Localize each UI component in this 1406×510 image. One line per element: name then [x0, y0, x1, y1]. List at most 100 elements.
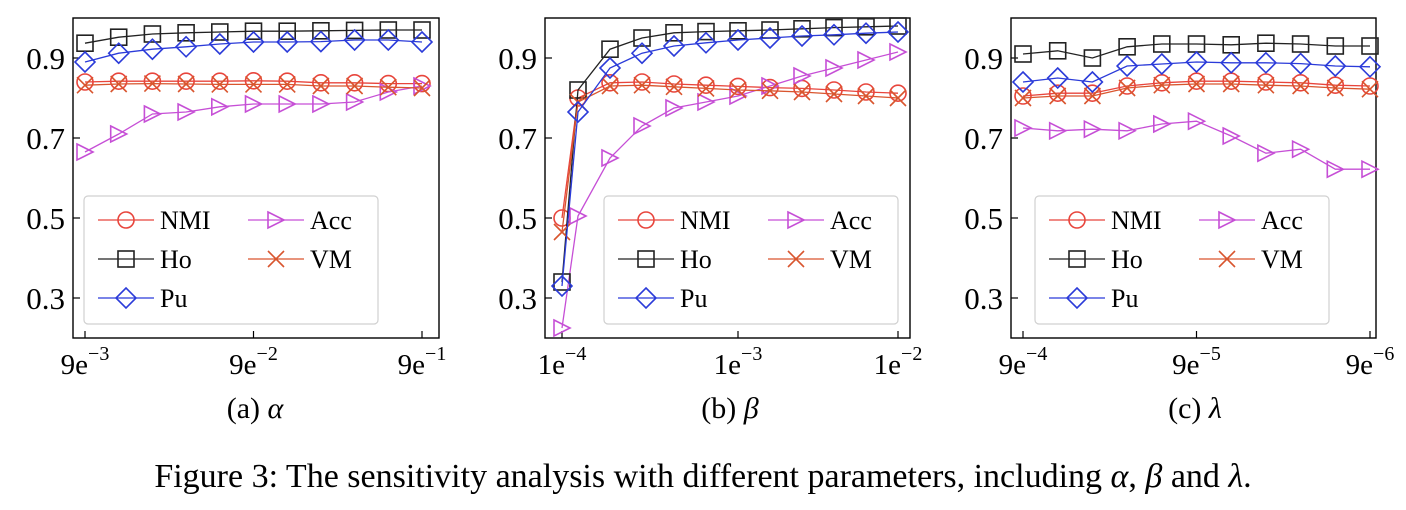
chart-b-point-ho	[569, 81, 587, 99]
chart-b-point-acc	[793, 66, 812, 86]
chart-a-xtick-label: 9e−2	[229, 343, 278, 381]
chart-b-point-vm	[697, 79, 715, 97]
chart-c-legend-label: Ho	[1111, 245, 1143, 274]
figure-caption-beta: β	[1145, 458, 1163, 495]
chart-b-point-vm	[825, 85, 843, 103]
chart-c-line-acc	[1022, 120, 1370, 170]
figure-caption-lambda: λ	[1228, 458, 1244, 495]
chart-b-point-ho	[889, 17, 907, 35]
chart-b-legend-marker	[787, 210, 806, 230]
chart-c-legend-entry-acc: Acc	[1199, 206, 1303, 235]
chart-a-point-acc	[109, 124, 129, 144]
chart-c-legend-marker	[1068, 250, 1086, 268]
chart-c-point-ho	[1048, 41, 1067, 60]
chart-b-legend-entry-nmi: NMI	[618, 206, 731, 235]
chart-c-point-vm	[1153, 76, 1171, 94]
chart-c-point-acc	[1361, 159, 1380, 179]
chart-a-point-ho	[278, 22, 297, 41]
chart-a-point-nmi	[312, 74, 330, 92]
chart-a-legend-marker	[117, 250, 135, 268]
chart-b-point-acc	[633, 116, 652, 136]
chart-c-legend-marker	[1065, 286, 1089, 310]
subplot-caption-b-symbol: β	[743, 392, 759, 425]
chart-a-point-ho	[109, 28, 128, 47]
subplot-caption-a-symbol: α	[267, 392, 284, 425]
chart-a-point-pu	[242, 30, 265, 54]
chart-a-point-pu	[410, 30, 434, 54]
chart-c-point-vm	[1187, 75, 1206, 93]
chart-c-point-nmi	[1257, 73, 1275, 91]
chart-c-point-vm	[1326, 79, 1344, 97]
chart-c-ytick-label: 0.7	[964, 121, 1003, 156]
chart-a-legend-entry-vm: VM	[248, 245, 352, 274]
chart-b-point-acc	[729, 86, 748, 106]
chart-b-point-vm	[729, 81, 747, 99]
chart-a-series-pu	[73, 28, 434, 74]
chart-a-point-pu	[276, 30, 299, 54]
chart-c-line-ho	[1022, 42, 1370, 59]
chart-b-point-acc	[569, 206, 588, 226]
chart-c-point-acc	[1048, 121, 1068, 141]
chart-c-xtick-label: 9e−6	[1346, 343, 1395, 381]
chart-b-xtick-label: 1e−4	[538, 343, 587, 381]
chart-c-point-acc	[1118, 121, 1137, 141]
chart-a-point-nmi	[143, 72, 162, 90]
chart-c-point-nmi	[1118, 77, 1136, 95]
chart-b-point-nmi	[889, 84, 907, 102]
chart-b-point-nmi	[697, 76, 715, 94]
chart-c-xtick-label: 9e−5	[1172, 343, 1221, 381]
chart-b-ytick-label: 0.7	[498, 121, 537, 156]
chart-c-point-pu	[1081, 70, 1104, 94]
chart-c-line-vm	[1022, 83, 1371, 99]
chart-c-point-vm	[1014, 89, 1032, 107]
chart-c-point-nmi	[1291, 74, 1310, 92]
chart-a-point-acc	[312, 94, 331, 114]
chart-a-series-ho	[76, 21, 431, 53]
chart-c-ytick-label: 0.3	[964, 281, 1003, 316]
chart-a-point-ho	[413, 21, 431, 39]
chart-c-series-ho	[1014, 34, 1379, 67]
chart-a-point-nmi	[211, 72, 229, 90]
chart-c-legend-entry-pu: Pu	[1049, 284, 1138, 313]
chart-b-point-vm	[889, 89, 907, 107]
chart-c-xtick-label: 9e−4	[999, 343, 1048, 381]
figure-caption-prefix: Figure 3: The sensitivity analysis with …	[154, 458, 1111, 495]
chart-c-point-acc	[1014, 118, 1033, 138]
chart-b-xtick-label: 1e−3	[714, 343, 763, 381]
chart-a-point-vm	[278, 75, 296, 93]
chart-c-series-acc	[1014, 111, 1380, 179]
chart-c-point-nmi	[1361, 77, 1379, 95]
chart-b-legend-label: Pu	[680, 284, 707, 313]
chart-b-legend-label: Acc	[830, 206, 872, 235]
chart-c-point-ho	[1326, 37, 1345, 55]
chart-a: 0.3 0.5 0.7 0.9 9e−3 9e−2 9e−1 NMI Acc Ho VM Pu	[26, 17, 446, 381]
subplot-caption-c-symbol: λ	[1208, 392, 1222, 425]
chart-a-legend: NMI Acc Ho VM Pu	[83, 195, 379, 325]
chart-a-xtick-label: 9e−3	[61, 343, 110, 381]
figure-caption-sep2: and	[1162, 458, 1229, 495]
chart-c-legend-marker	[1218, 210, 1237, 230]
chart-c-point-pu	[1011, 70, 1035, 94]
figure-caption-alpha: α	[1110, 458, 1129, 495]
chart-c-point-vm	[1049, 87, 1067, 105]
chart-b-point-acc	[825, 58, 844, 78]
chart-c-point-pu	[1185, 50, 1208, 74]
chart-a-line-acc	[84, 85, 423, 153]
chart-b-series-acc	[553, 42, 908, 338]
chart-a-line-nmi	[84, 80, 422, 85]
chart-a-point-ho	[312, 21, 330, 40]
chart-b-frame	[544, 17, 911, 339]
chart-b-legend-marker	[787, 250, 805, 268]
chart-a-legend-entry-ho: Ho	[98, 245, 192, 274]
chart-c-point-ho	[1361, 37, 1379, 55]
chart-c-legend-entry-vm: VM	[1199, 245, 1303, 274]
chart-b-point-pu	[550, 274, 574, 298]
chart-c-series-pu	[1011, 50, 1382, 94]
chart-a-point-nmi	[177, 72, 195, 90]
chart-a-point-ho	[211, 23, 229, 41]
chart-c-legend-entry-nmi: NMI	[1049, 206, 1162, 235]
chart-a-point-acc	[76, 142, 95, 162]
figure-caption-suffix: .	[1243, 458, 1252, 495]
chart-b-point-pu	[758, 26, 782, 50]
chart-a-point-pu	[343, 28, 366, 52]
